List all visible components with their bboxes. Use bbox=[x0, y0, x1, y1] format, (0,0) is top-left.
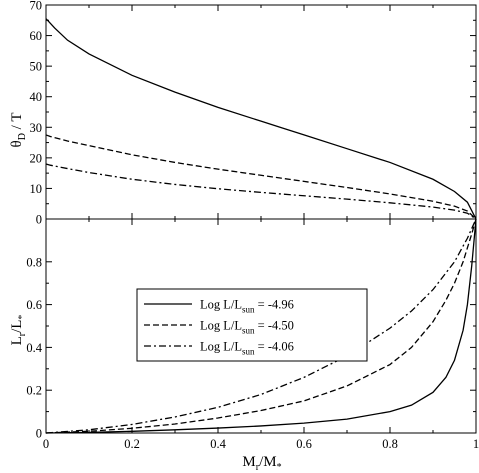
axis-titles: θD / T Lr/L* Mr/M* bbox=[9, 113, 282, 473]
legend-label: Log L/Lsun = -4.96 bbox=[200, 298, 294, 315]
y-tick-label: 20 bbox=[30, 151, 43, 165]
y-tick-label: 40 bbox=[30, 90, 43, 104]
x-tick-label: 0.4 bbox=[210, 437, 226, 451]
x-axis-title: Mr/M* bbox=[242, 454, 281, 473]
legend: Log L/Lsun = -4.96 Log L/Lsun = -4.50 Log … bbox=[136, 288, 368, 362]
plot-frame bbox=[45, 4, 477, 220]
y-tick-label: 0.6 bbox=[26, 298, 42, 312]
y-tick-label: 0.8 bbox=[26, 255, 42, 269]
x-tick-label: 0.8 bbox=[382, 437, 398, 451]
y-tick-label: 0.2 bbox=[26, 384, 42, 398]
series-line-dashdot bbox=[45, 163, 477, 220]
legend-label: Log L/Lsun = -4.06 bbox=[200, 340, 294, 357]
y-tick-label: 70 bbox=[30, 0, 43, 13]
series-line-solid bbox=[45, 18, 477, 220]
y-tick-label: 0 bbox=[36, 427, 42, 441]
bottom-y-axis-title: Lr/L* bbox=[9, 315, 28, 346]
x-tick-label: 1 bbox=[473, 437, 479, 451]
y-tick-label: 30 bbox=[30, 121, 43, 135]
y-tick-label: 50 bbox=[30, 60, 43, 74]
x-tick-label: 0.6 bbox=[296, 437, 312, 451]
x-tick-label: 0.2 bbox=[124, 437, 140, 451]
series-line-dashed bbox=[45, 134, 477, 220]
top-panel: 0 10 20 30 40 50 60 70 bbox=[30, 0, 477, 227]
series-line-dashdot bbox=[45, 218, 477, 434]
legend-label: Log L/Lsun = -4.50 bbox=[200, 319, 294, 336]
x-tick-label: 0 bbox=[43, 437, 49, 451]
top-y-axis-title: θD / T bbox=[9, 113, 28, 148]
y-tick-label: 0.4 bbox=[26, 341, 42, 355]
y-tick-label: 10 bbox=[30, 182, 43, 196]
series-line-dashed bbox=[45, 218, 477, 434]
series-line-solid bbox=[45, 218, 477, 434]
y-tick-label: 0 bbox=[36, 213, 42, 227]
bottom-panel: 0 0.2 0.4 0.6 0.8 1 0 0.2 0.4 0.6 0.8 bbox=[26, 218, 479, 451]
y-tick-label: 60 bbox=[30, 29, 43, 43]
